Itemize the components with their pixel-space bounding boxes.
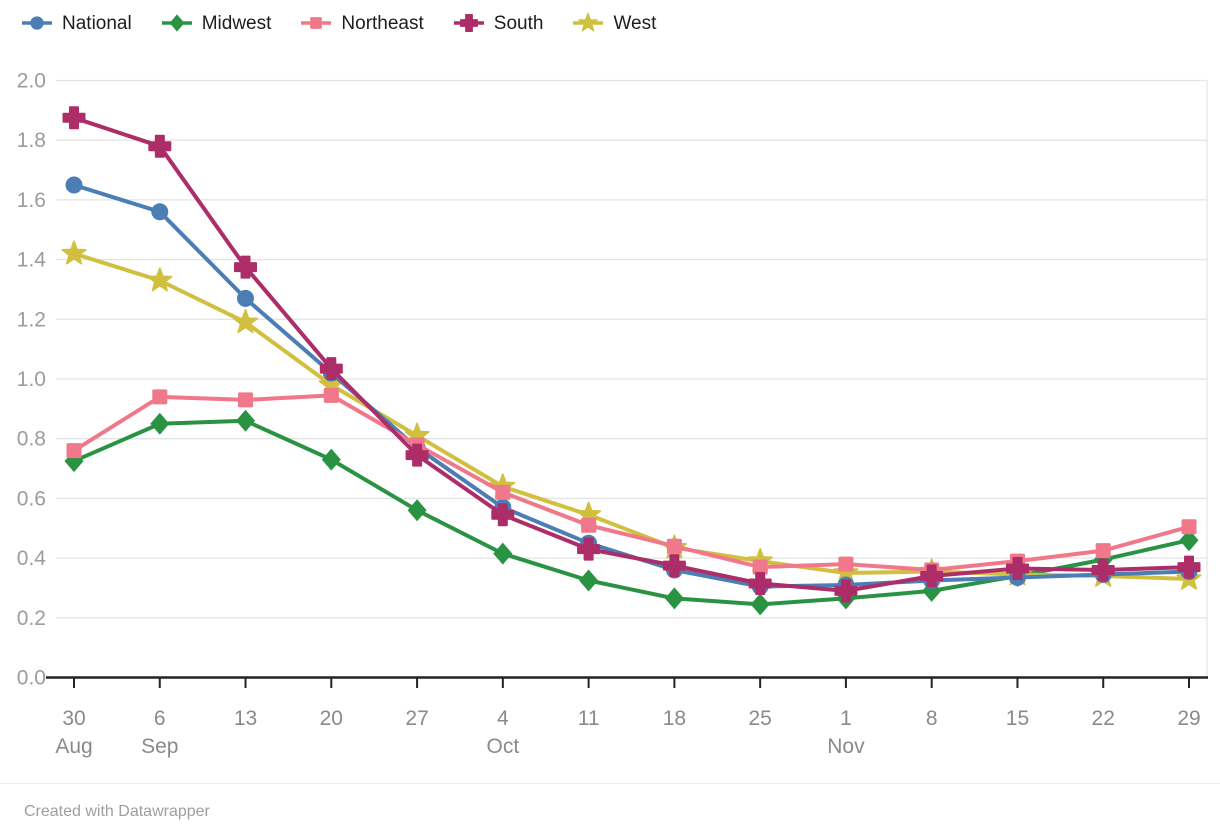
legend: National Midwest Northeast South West bbox=[20, 12, 656, 34]
y-tick-label: 0.8 bbox=[17, 428, 46, 451]
x-tick-label: 25 bbox=[748, 707, 771, 730]
x-tick-label: 1 bbox=[840, 707, 852, 730]
circle-marker-icon bbox=[65, 176, 83, 194]
x-tick-label: 18 bbox=[663, 707, 686, 730]
series-south bbox=[62, 106, 1201, 603]
x-tick-label: 27 bbox=[405, 707, 428, 730]
diamond-marker-icon bbox=[150, 412, 170, 435]
circle-marker-icon bbox=[237, 289, 254, 307]
footer-divider bbox=[0, 783, 1220, 784]
square-marker-icon bbox=[752, 559, 768, 575]
y-tick-label: 0.6 bbox=[17, 487, 46, 510]
circle-marker-icon bbox=[151, 203, 169, 221]
x-tick-label: 30 bbox=[62, 707, 85, 730]
month-label: Sep bbox=[141, 735, 178, 758]
star-marker-icon bbox=[573, 12, 604, 32]
x-tick-label: 22 bbox=[1092, 707, 1115, 730]
diamond-marker-icon bbox=[664, 587, 684, 610]
square-marker-icon bbox=[581, 517, 597, 533]
series-line bbox=[72, 251, 1191, 581]
cross-marker-icon bbox=[662, 554, 686, 578]
diamond-marker-icon bbox=[321, 448, 341, 471]
square-marker-icon bbox=[495, 484, 511, 500]
month-label: Aug bbox=[55, 735, 92, 758]
y-tick-label: 1.0 bbox=[17, 368, 46, 391]
diamond-marker-icon bbox=[236, 409, 255, 432]
legend-label: National bbox=[62, 12, 132, 34]
cross-marker-icon bbox=[748, 572, 772, 595]
y-tick-label: 0.4 bbox=[17, 547, 47, 570]
diamond-marker-icon bbox=[579, 569, 599, 592]
series-midwest bbox=[64, 409, 1199, 616]
cross-marker-icon bbox=[1006, 557, 1029, 580]
y-tick-label: 1.6 bbox=[17, 189, 46, 212]
cross-marker-icon bbox=[148, 134, 172, 158]
cross-marker-icon bbox=[577, 537, 601, 561]
y-tick-label: 1.8 bbox=[17, 129, 46, 152]
x-tick-label: 13 bbox=[234, 707, 257, 730]
x-tick-label: 4 bbox=[497, 707, 509, 730]
cross-marker-icon bbox=[234, 255, 257, 279]
y-tick-label: 0.0 bbox=[17, 667, 46, 690]
legend-item-west: West bbox=[571, 12, 656, 34]
plot-area: 0.0 0.2 0.4 0.6 0.8 1.0 1.2 1.4 1.6 1.8 2.0 30 6 13 20… bbox=[17, 70, 1208, 758]
series-line bbox=[72, 393, 1191, 572]
circle-marker-icon bbox=[22, 16, 52, 30]
series-line bbox=[72, 183, 1191, 589]
square-marker-icon bbox=[666, 538, 682, 554]
square-marker-icon bbox=[1095, 543, 1111, 559]
legend-item-northeast: Northeast bbox=[299, 12, 424, 34]
credit-text: Created with Datawrapper bbox=[24, 803, 210, 820]
square-marker-icon bbox=[1181, 519, 1197, 535]
legend-item-south: South bbox=[452, 12, 544, 34]
diamond-marker-icon bbox=[750, 593, 770, 616]
square-marker-icon bbox=[323, 387, 339, 403]
cross-marker-icon bbox=[62, 106, 86, 130]
cross-marker-icon bbox=[1177, 555, 1201, 579]
diamond-marker-icon bbox=[493, 542, 513, 565]
cross-marker-icon bbox=[405, 443, 429, 467]
star-marker-icon bbox=[232, 309, 259, 334]
x-tick-label: 29 bbox=[1177, 707, 1200, 730]
star-marker-icon bbox=[147, 267, 173, 292]
square-marker-icon bbox=[66, 443, 82, 459]
x-tick-label: 15 bbox=[1006, 707, 1029, 730]
square-marker-icon bbox=[301, 17, 332, 29]
cross-marker-icon bbox=[920, 564, 944, 588]
diamond-marker-icon bbox=[161, 14, 192, 32]
cross-marker-icon bbox=[319, 357, 343, 381]
cross-marker-icon bbox=[453, 14, 484, 32]
legend-label: Midwest bbox=[201, 12, 272, 34]
series-line bbox=[72, 115, 1191, 593]
cross-marker-icon bbox=[1091, 558, 1115, 582]
legend-label: West bbox=[613, 12, 657, 34]
legend-item-midwest: Midwest bbox=[160, 12, 272, 34]
month-label: Nov bbox=[827, 735, 865, 758]
diamond-marker-icon bbox=[407, 499, 427, 522]
square-marker-icon bbox=[838, 556, 854, 572]
cross-marker-icon bbox=[491, 503, 515, 527]
month-label: Oct bbox=[487, 735, 520, 758]
square-marker-icon bbox=[238, 392, 253, 408]
square-marker-icon bbox=[152, 389, 168, 405]
x-tick-label: 20 bbox=[320, 707, 343, 730]
y-tick-label: 2.0 bbox=[17, 70, 46, 93]
diamond-marker-icon bbox=[1179, 529, 1199, 552]
legend-label: South bbox=[493, 12, 544, 34]
cross-marker-icon bbox=[834, 579, 858, 603]
x-tick-label: 8 bbox=[926, 707, 938, 730]
y-tick-label: 1.2 bbox=[17, 308, 46, 331]
x-tick-label: 6 bbox=[154, 707, 166, 730]
y-tick-label: 1.4 bbox=[17, 249, 47, 272]
series-northeast bbox=[66, 387, 1197, 578]
y-tick-label: 0.2 bbox=[17, 607, 46, 630]
legend-item-national: National bbox=[20, 12, 132, 34]
star-marker-icon bbox=[61, 240, 87, 265]
x-tick-label: 11 bbox=[578, 707, 600, 730]
legend-label: Northeast bbox=[341, 12, 424, 34]
